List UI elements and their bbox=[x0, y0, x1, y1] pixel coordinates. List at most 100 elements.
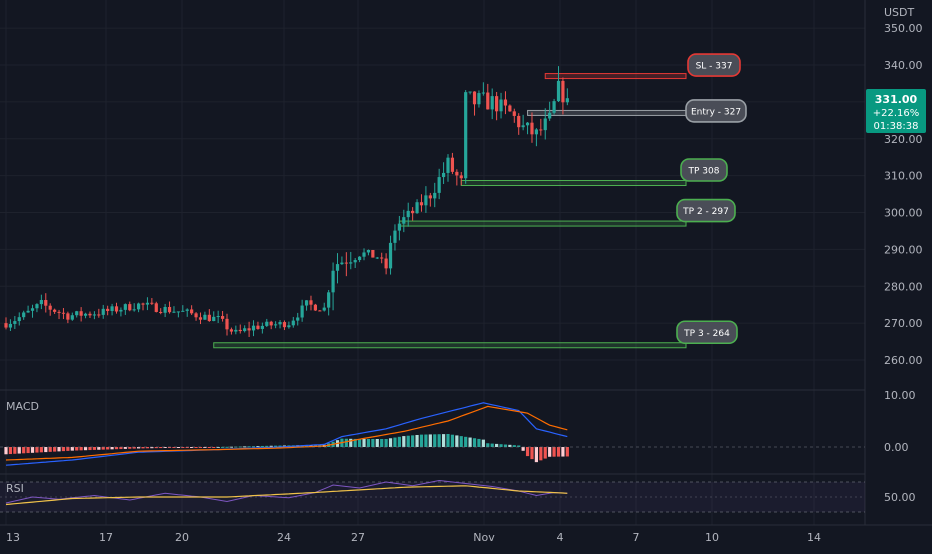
candle bbox=[384, 253, 388, 275]
candle bbox=[486, 83, 490, 110]
candle bbox=[225, 313, 229, 336]
candle bbox=[508, 104, 512, 112]
price-tick: 270.00 bbox=[884, 317, 923, 330]
candle bbox=[101, 304, 105, 319]
price-tick: 260.00 bbox=[884, 354, 923, 367]
macd-bar bbox=[521, 447, 525, 451]
level-label-2[interactable]: TP 308 bbox=[680, 158, 728, 182]
macd-bar bbox=[114, 447, 119, 450]
macd-bar bbox=[83, 447, 88, 451]
candle bbox=[322, 302, 326, 312]
macd-bar bbox=[512, 445, 516, 447]
candle bbox=[26, 305, 30, 313]
candle bbox=[128, 301, 132, 312]
macd-bar bbox=[384, 438, 388, 447]
macd-bar bbox=[419, 434, 424, 447]
macd-bar bbox=[424, 434, 428, 447]
candle bbox=[190, 305, 194, 315]
candle bbox=[380, 252, 384, 264]
rsi-label[interactable]: RSI bbox=[6, 482, 24, 495]
macd-line bbox=[5, 402, 568, 466]
candle bbox=[274, 321, 278, 329]
candle bbox=[88, 311, 92, 318]
macd-tick-0[interactable]: 0.00 bbox=[884, 441, 909, 454]
candle bbox=[291, 316, 295, 328]
candle bbox=[185, 308, 189, 317]
time-tick: 17 bbox=[99, 531, 113, 544]
candle bbox=[525, 121, 530, 135]
macd-bar bbox=[106, 447, 110, 450]
time-axis[interactable]: 13 17 20 24 27 Nov 4 7 10 14 bbox=[6, 531, 821, 544]
macd-bar bbox=[459, 436, 463, 447]
candle bbox=[565, 88, 569, 106]
level-label-4[interactable]: TP 3 - 264 bbox=[676, 320, 738, 345]
candle bbox=[114, 302, 119, 314]
macd-bar bbox=[534, 447, 538, 463]
candle bbox=[17, 312, 21, 326]
macd-bar bbox=[380, 438, 384, 447]
rsi-tick-50[interactable]: 50.00 bbox=[884, 491, 916, 504]
candle bbox=[300, 299, 304, 322]
candle bbox=[402, 209, 406, 233]
candle bbox=[521, 114, 525, 131]
candle bbox=[287, 321, 291, 329]
macd-bar bbox=[176, 447, 180, 448]
price-tick: 350.00 bbox=[884, 22, 923, 35]
candle bbox=[411, 207, 415, 221]
macd-bar bbox=[508, 444, 512, 447]
macd-bar bbox=[539, 447, 543, 461]
macd-signal-line bbox=[5, 405, 568, 461]
currency-label[interactable]: USDT bbox=[884, 6, 915, 19]
candle bbox=[57, 309, 61, 320]
macd-bar bbox=[503, 444, 508, 447]
candle bbox=[406, 202, 410, 227]
macd-bar bbox=[119, 447, 123, 450]
macd-label[interactable]: MACD bbox=[6, 400, 39, 413]
level-label-3[interactable]: TP 2 - 297 bbox=[676, 198, 736, 223]
macd-bar bbox=[57, 447, 61, 452]
level-label-1[interactable]: Entry - 327 bbox=[685, 99, 747, 123]
candle bbox=[393, 224, 397, 251]
level-zone-2 bbox=[460, 180, 687, 186]
macd-bar bbox=[366, 438, 371, 447]
candle bbox=[490, 88, 494, 120]
candle bbox=[327, 289, 331, 316]
time-tick: 13 bbox=[6, 531, 20, 544]
candle bbox=[441, 162, 446, 184]
macd-bar bbox=[393, 437, 397, 447]
macd-bar bbox=[101, 447, 105, 450]
candle bbox=[207, 309, 211, 322]
candle bbox=[428, 192, 432, 207]
price-tick: 300.00 bbox=[884, 207, 923, 220]
candle bbox=[66, 311, 70, 324]
candle bbox=[331, 262, 335, 311]
macd-histogram bbox=[4, 434, 569, 463]
candle bbox=[344, 252, 348, 277]
macd-bar bbox=[260, 445, 264, 447]
macd-tick-10[interactable]: 10.00 bbox=[884, 389, 916, 402]
candle bbox=[106, 305, 110, 316]
price-change: +22.16% bbox=[873, 108, 920, 119]
time-tick: 14 bbox=[807, 531, 821, 544]
candle bbox=[517, 113, 521, 135]
macd-bar bbox=[243, 446, 247, 448]
macd-bar bbox=[128, 447, 132, 449]
level-zone-1 bbox=[527, 109, 687, 116]
macd-bar bbox=[481, 439, 485, 447]
candle bbox=[455, 169, 459, 186]
macd-bar bbox=[561, 447, 565, 457]
macd-bar bbox=[358, 438, 362, 447]
macd-bar bbox=[499, 444, 503, 447]
macd-bar bbox=[464, 436, 468, 447]
level-label-0[interactable]: SL - 337 bbox=[687, 53, 741, 77]
candle bbox=[375, 256, 379, 260]
macd-bar bbox=[486, 443, 490, 447]
macd-bar bbox=[145, 447, 150, 449]
candle bbox=[362, 248, 366, 261]
candle bbox=[48, 303, 52, 316]
macd-bar bbox=[437, 434, 441, 447]
macd-bar bbox=[495, 443, 499, 447]
